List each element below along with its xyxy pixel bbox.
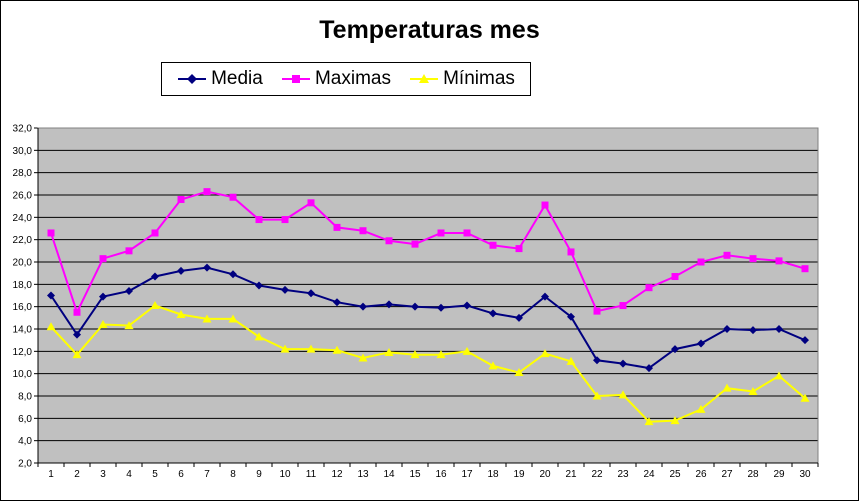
y-tick-label: 18,0 [13, 280, 33, 291]
data-point-series-1 [334, 224, 341, 231]
y-tick-label: 30,0 [13, 146, 33, 157]
x-tick-label: 15 [409, 469, 421, 480]
x-tick-label: 14 [383, 469, 395, 480]
data-point-series-1 [412, 241, 419, 248]
data-point-series-1 [490, 242, 497, 249]
x-tick-label: 21 [565, 469, 577, 480]
data-point-series-1 [74, 309, 81, 316]
y-tick-label: 2,0 [18, 459, 32, 470]
x-tick-label: 8 [230, 469, 236, 480]
y-tick-label: 6,0 [18, 414, 32, 425]
data-point-series-1 [360, 227, 367, 234]
y-tick-label: 24,0 [13, 213, 33, 224]
x-tick-label: 23 [617, 469, 629, 480]
x-tick-label: 10 [279, 469, 291, 480]
x-tick-label: 3 [100, 469, 106, 480]
y-tick-label: 16,0 [13, 302, 33, 313]
x-tick-label: 2 [74, 469, 80, 480]
x-tick-label: 27 [721, 469, 733, 480]
x-tick-label: 30 [799, 469, 811, 480]
data-point-series-1 [126, 247, 133, 254]
data-point-series-1 [282, 216, 289, 223]
y-tick-label: 10,0 [13, 369, 33, 380]
x-tick-label: 7 [204, 469, 210, 480]
data-point-series-1 [802, 265, 809, 272]
data-point-series-1 [386, 237, 393, 244]
x-tick-label: 4 [126, 469, 132, 480]
x-tick-label: 13 [357, 469, 369, 480]
data-point-series-1 [516, 245, 523, 252]
data-point-series-1 [594, 308, 601, 315]
data-point-series-1 [542, 202, 549, 209]
x-tick-label: 25 [669, 469, 681, 480]
data-point-series-1 [256, 216, 263, 223]
data-point-series-1 [308, 199, 315, 206]
x-tick-label: 22 [591, 469, 603, 480]
y-tick-label: 4,0 [18, 436, 32, 447]
data-point-series-1 [750, 255, 757, 262]
data-point-series-1 [620, 302, 627, 309]
y-tick-label: 12,0 [13, 347, 33, 358]
data-point-series-1 [698, 259, 705, 266]
x-tick-label: 20 [539, 469, 551, 480]
data-point-series-1 [464, 229, 471, 236]
y-tick-label: 28,0 [13, 168, 33, 179]
y-tick-label: 8,0 [18, 392, 32, 403]
x-tick-label: 6 [178, 469, 184, 480]
data-point-series-1 [230, 194, 237, 201]
y-tick-label: 32,0 [13, 124, 33, 135]
data-point-series-1 [568, 248, 575, 255]
x-tick-label: 16 [435, 469, 447, 480]
data-point-series-1 [646, 284, 653, 291]
x-tick-label: 18 [487, 469, 499, 480]
y-tick-label: 20,0 [13, 258, 33, 269]
x-tick-label: 1 [48, 469, 54, 480]
data-point-series-1 [48, 229, 55, 236]
x-tick-label: 5 [152, 469, 158, 480]
x-tick-label: 12 [331, 469, 343, 480]
data-point-series-1 [438, 229, 445, 236]
data-point-series-1 [776, 257, 783, 264]
data-point-series-1 [152, 229, 159, 236]
x-tick-label: 26 [695, 469, 707, 480]
y-tick-label: 22,0 [13, 235, 33, 246]
data-point-series-1 [724, 252, 731, 259]
y-tick-label: 26,0 [13, 191, 33, 202]
x-tick-label: 19 [513, 469, 525, 480]
data-point-series-1 [672, 273, 679, 280]
x-tick-label: 17 [461, 469, 473, 480]
data-point-series-1 [204, 188, 211, 195]
data-point-series-1 [100, 255, 107, 262]
x-tick-label: 9 [256, 469, 262, 480]
x-tick-label: 11 [306, 469, 317, 480]
y-tick-label: 14,0 [13, 325, 33, 336]
data-point-series-1 [178, 196, 185, 203]
x-tick-label: 29 [773, 469, 785, 480]
x-tick-label: 28 [747, 469, 759, 480]
x-tick-label: 24 [643, 469, 655, 480]
